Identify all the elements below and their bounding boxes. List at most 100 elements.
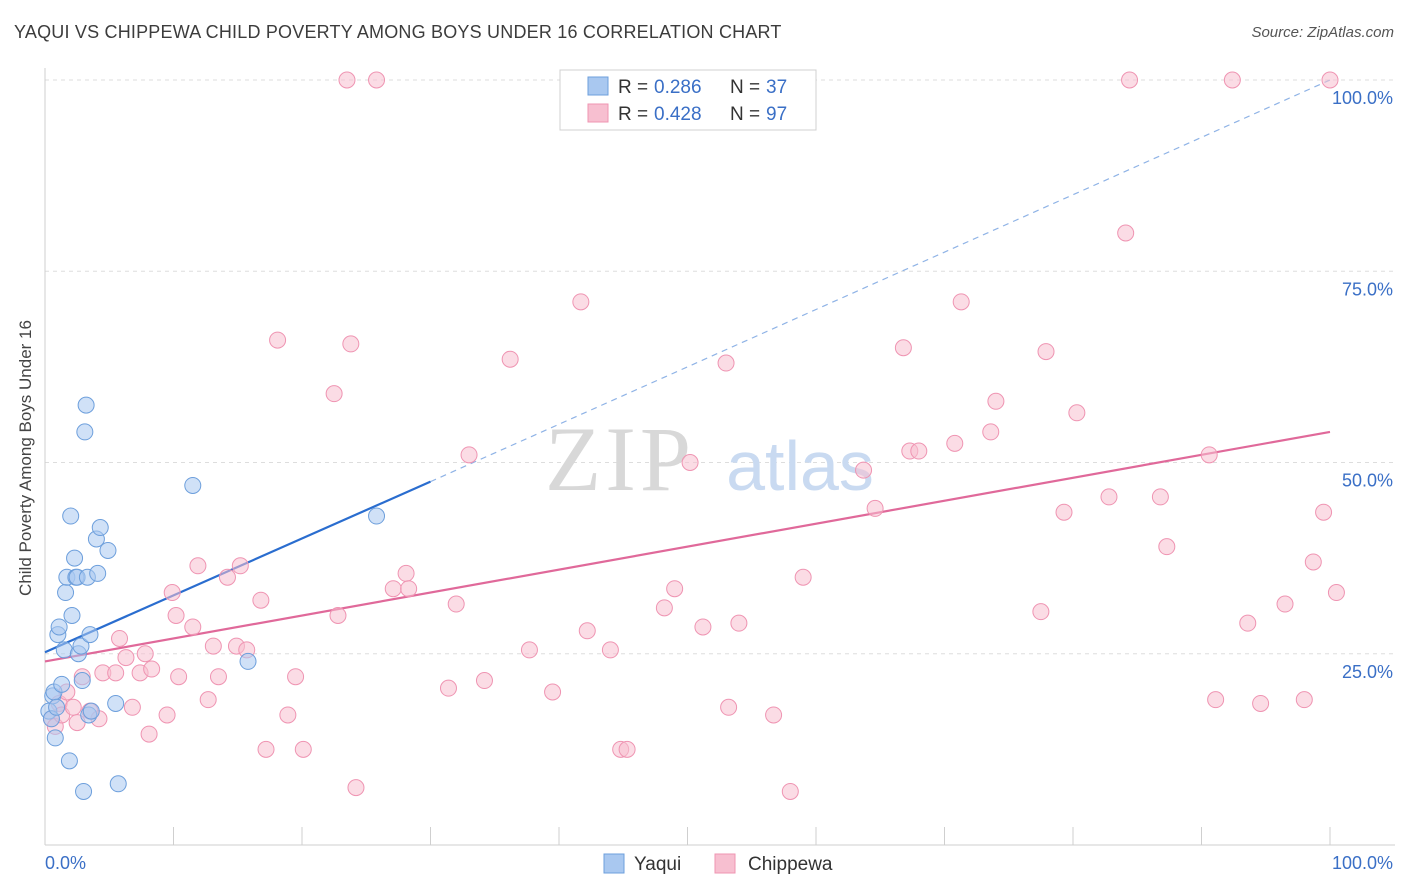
chippewa-point — [140, 725, 158, 743]
yaqui-point — [57, 584, 75, 602]
yaqui-point — [46, 729, 64, 747]
chippewa-point — [143, 660, 161, 678]
legend-n-label-chippewa: N = — [730, 104, 760, 125]
chippewa-point — [338, 71, 356, 89]
legend-n-value-yaqui: 37 — [766, 77, 787, 98]
legend-swatch-chippewa — [587, 103, 609, 123]
chippewa-point — [231, 557, 249, 575]
chippewa-point — [475, 672, 493, 690]
legend-r-value-chippewa: 0.428 — [654, 104, 702, 125]
chippewa-point — [952, 293, 970, 311]
yaqui-point — [50, 618, 68, 636]
y-tick-label-25: 25.0% — [1342, 662, 1393, 682]
chippewa-point — [204, 637, 222, 655]
yaqui-point — [60, 752, 78, 770]
watermark: ZIP atlas — [545, 408, 874, 510]
yaqui-point — [368, 507, 386, 525]
chippewa-point — [1321, 71, 1339, 89]
chippewa-point — [167, 607, 185, 624]
stats-legend: R = 0.286 N = 37 R = 0.428 N = 97 — [559, 69, 817, 131]
yaqui-point — [107, 694, 125, 712]
yaqui-point — [81, 626, 99, 644]
series-legend-swatch-yaqui — [603, 853, 625, 874]
legend-r-label-yaqui: R = — [618, 77, 648, 98]
y-tick-label-100: 100.0% — [1332, 88, 1393, 108]
chippewa-point — [384, 580, 402, 598]
chippewa-point — [1158, 538, 1176, 556]
chippewa-point — [1032, 603, 1050, 621]
chart-title: YAQUI VS CHIPPEWA CHILD POVERTY AMONG BO… — [14, 22, 782, 42]
chippewa-point — [1295, 691, 1313, 709]
yaqui-trend-extension — [430, 79, 1331, 483]
chippewa-point — [447, 595, 465, 613]
yaqui-point — [66, 549, 84, 567]
chippewa-point — [794, 568, 812, 586]
y-tick-label-50: 50.0% — [1342, 471, 1393, 491]
tick-labels: 0.0% 100.0% 25.0% 50.0% 75.0% 100.0% — [45, 88, 1393, 873]
chippewa-point — [1207, 691, 1225, 709]
chippewa-point — [1055, 503, 1073, 521]
yaqui-point — [76, 423, 94, 441]
chippewa-point — [329, 607, 347, 624]
chippewa-point — [572, 293, 590, 311]
chippewa-point — [252, 591, 270, 609]
series-legend-label-yaqui: Yaqui — [634, 854, 681, 875]
data-points — [40, 71, 1345, 800]
chippewa-point — [781, 782, 799, 800]
chippewa-point — [730, 614, 748, 632]
chippewa-point — [347, 779, 365, 797]
chippewa-point — [218, 568, 236, 586]
chippewa-point — [400, 580, 418, 598]
chippewa-point — [855, 461, 873, 479]
chippewa-point — [618, 740, 636, 758]
chippewa-point — [1252, 694, 1270, 712]
chippewa-point — [1068, 404, 1086, 422]
chippewa-point — [982, 423, 1000, 441]
chippewa-point — [655, 599, 673, 617]
chippewa-point — [720, 698, 738, 716]
chippewa-point — [1037, 343, 1055, 361]
chippewa-point — [910, 442, 928, 460]
chippewa-trend-line — [44, 430, 1331, 663]
yaqui-point — [62, 507, 80, 525]
chippewa-point — [894, 339, 912, 357]
chippewa-point — [501, 350, 519, 368]
watermark-atlas: atlas — [726, 427, 874, 505]
yaqui-point — [55, 641, 73, 659]
yaqui-point — [99, 541, 117, 559]
chippewa-point — [368, 71, 386, 89]
legend-n-value-chippewa: 97 — [766, 104, 787, 125]
chippewa-point — [199, 691, 217, 709]
chippewa-point — [136, 645, 154, 663]
chippewa-point — [666, 580, 684, 598]
chippewa-point — [64, 698, 82, 716]
chippewa-point — [170, 668, 188, 686]
yaqui-point — [239, 652, 257, 670]
chippewa-point — [1117, 224, 1135, 242]
chippewa-point — [117, 649, 135, 667]
trend-lines — [44, 79, 1331, 663]
chippewa-point — [342, 335, 360, 353]
chippewa-point — [163, 584, 181, 602]
series-legend-label-chippewa: Chippewa — [748, 854, 833, 875]
chippewa-point — [1100, 488, 1118, 506]
yaqui-point — [77, 396, 95, 414]
chippewa-point — [717, 354, 735, 372]
chippewa-point — [184, 618, 202, 636]
y-tick-label-75: 75.0% — [1342, 279, 1393, 299]
chippewa-point — [460, 446, 478, 464]
chippewa-point — [1315, 503, 1333, 521]
yaqui-point — [82, 702, 100, 720]
chippewa-point — [439, 679, 457, 697]
yaqui-point — [91, 519, 109, 537]
chippewa-point — [279, 706, 297, 724]
yaqui-point — [72, 637, 90, 655]
yaqui-point — [48, 698, 66, 716]
chippewa-point — [397, 564, 415, 582]
yaqui-point — [89, 564, 107, 582]
chippewa-point — [765, 706, 783, 724]
yaqui-point — [109, 775, 127, 793]
x-tick-label-max: 100.0% — [1332, 853, 1393, 873]
chippewa-point — [987, 392, 1005, 410]
